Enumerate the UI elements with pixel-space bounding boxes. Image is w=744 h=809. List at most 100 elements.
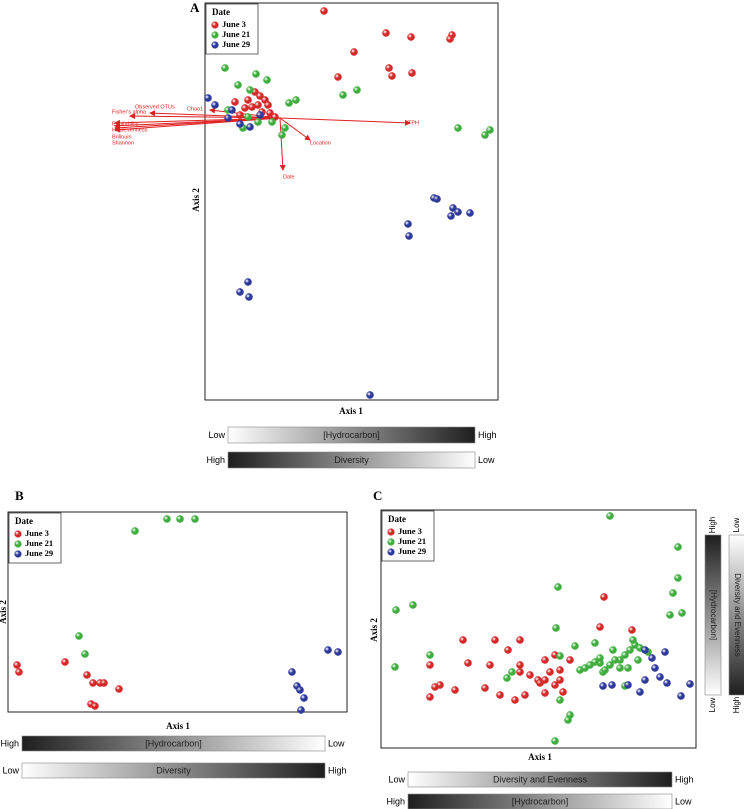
data-point: [245, 293, 253, 301]
legend-label: June 29: [398, 546, 426, 556]
gradient-label: Diversity and Evenness: [733, 573, 742, 657]
data-point: [648, 654, 656, 662]
gradient-bar: [407, 771, 673, 788]
vector-arrow: [279, 117, 286, 171]
data-point: [392, 606, 400, 614]
data-point: [508, 668, 516, 676]
data-point: [334, 73, 342, 81]
gradient-end: Low: [478, 455, 495, 465]
panel-label: C: [373, 488, 382, 503]
data-point: [454, 208, 462, 216]
data-point: [556, 696, 564, 704]
legend-label: June 3: [222, 19, 246, 29]
data-point: [596, 623, 604, 631]
vector-arrow: [209, 107, 281, 119]
data-point: [636, 688, 644, 696]
data-point: [451, 686, 459, 694]
data-point: [320, 7, 328, 15]
plot-frame: [7, 511, 348, 713]
data-point: [385, 64, 393, 72]
data-point: [256, 111, 264, 119]
data-point: [516, 661, 524, 669]
data-point: [466, 209, 474, 217]
gradient-label: [Hydrocarbon]: [145, 738, 202, 748]
data-point: [629, 636, 637, 644]
data-point: [624, 664, 632, 672]
data-point: [663, 679, 671, 687]
vector-label: Observed OTUs: [135, 104, 175, 110]
data-point: [13, 661, 21, 669]
data-point: [163, 515, 171, 523]
data-point: [459, 636, 467, 644]
data-point: [296, 686, 304, 694]
data-point: [674, 574, 682, 582]
legend-marker: [211, 41, 219, 49]
gradient-start: High: [708, 517, 717, 533]
data-point: [624, 681, 632, 689]
data-point: [600, 593, 608, 601]
data-point: [559, 688, 567, 696]
data-point: [641, 676, 649, 684]
gradient-label: [Hydrocarbon]: [709, 590, 718, 640]
data-point: [100, 679, 108, 687]
data-point: [211, 101, 219, 109]
vector-label: Location: [310, 140, 331, 146]
data-point: [15, 668, 23, 676]
vector-label: Chao1: [187, 106, 203, 112]
data-point: [608, 681, 616, 689]
data-point: [616, 664, 624, 672]
data-point: [75, 632, 83, 640]
data-point: [292, 96, 300, 104]
data-point: [91, 702, 99, 710]
legend-label: June 29: [25, 548, 53, 558]
data-point: [609, 646, 617, 654]
data-point: [353, 86, 361, 94]
data-point: [288, 668, 296, 676]
data-point: [256, 92, 264, 100]
data-point: [278, 131, 286, 139]
plot-frame: [204, 2, 499, 401]
gradient-bar: [21, 735, 326, 752]
data-point: [246, 123, 254, 131]
data-point: [601, 666, 609, 674]
data-point: [641, 646, 649, 654]
data-point: [285, 99, 293, 107]
data-point: [551, 681, 559, 689]
data-point: [254, 101, 262, 109]
data-point: [511, 696, 519, 704]
legend-marker: [211, 21, 219, 29]
data-point: [236, 111, 244, 119]
data-point: [204, 94, 212, 102]
data-point: [426, 651, 434, 659]
data-point: [504, 646, 512, 654]
data-point: [244, 278, 252, 286]
gradient-bar: [407, 793, 673, 809]
data-point: [669, 589, 677, 597]
gradient-start: Low: [732, 517, 741, 532]
data-point: [266, 109, 274, 117]
data-point: [388, 72, 396, 80]
data-point: [546, 668, 554, 676]
data-point: [661, 648, 669, 656]
data-point: [591, 658, 599, 666]
data-point: [228, 106, 236, 114]
data-point: [571, 642, 579, 650]
vector-label: Shannon: [112, 140, 134, 146]
data-point: [426, 693, 434, 701]
data-point: [252, 70, 260, 78]
data-point: [556, 652, 564, 660]
gradient-end: Low: [675, 796, 692, 806]
data-point: [431, 683, 439, 691]
data-point: [566, 656, 574, 664]
data-point: [234, 81, 242, 89]
data-point: [481, 131, 489, 139]
gradient-label: Diversity and Evenness: [493, 774, 588, 784]
gradient-start: Low: [388, 774, 405, 784]
data-point: [224, 114, 232, 122]
data-point: [244, 96, 252, 104]
gradient-end: Low: [708, 697, 717, 712]
data-point: [407, 33, 415, 41]
data-point: [426, 661, 434, 669]
data-point: [405, 232, 413, 240]
vector-arrow: [279, 117, 311, 141]
